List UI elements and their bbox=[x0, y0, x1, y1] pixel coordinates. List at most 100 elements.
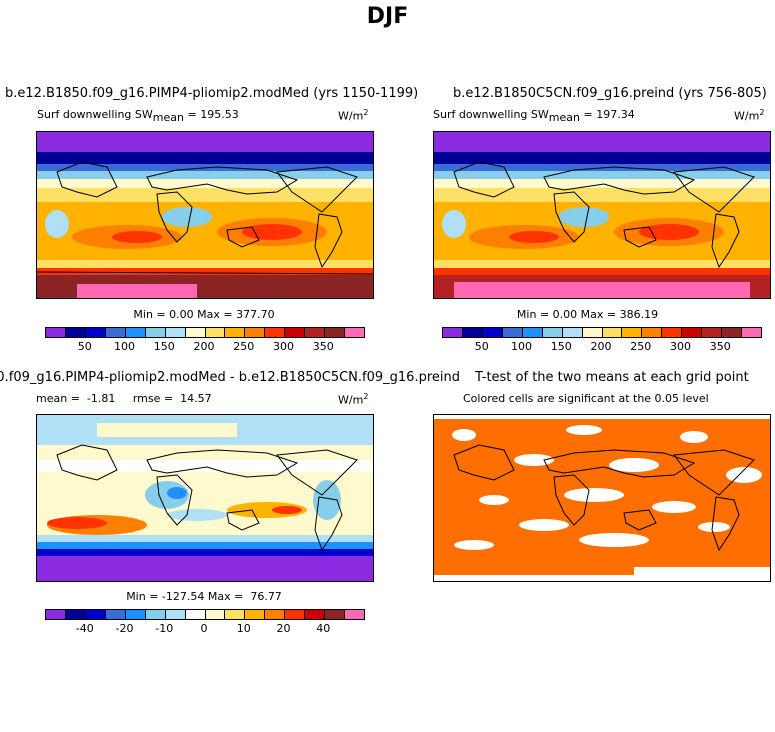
panel1-colorbar-tick-label: 200 bbox=[193, 340, 215, 353]
panel1-colorbar bbox=[45, 327, 365, 338]
panel1-colorbar-swatch bbox=[285, 328, 306, 337]
panel3-minmax: Min = -127.54 Max = 76.77 bbox=[126, 590, 282, 603]
panel1-colorbar-tick-label: 150 bbox=[153, 340, 175, 353]
panel1-mean-value: = 195.53 bbox=[187, 108, 239, 121]
panel2-colorbar-swatch bbox=[722, 328, 743, 337]
panel3-colorbar-swatch bbox=[205, 610, 226, 619]
panel1-colorbar-tick-label: 250 bbox=[233, 340, 255, 353]
panel2-mean-sub: mean bbox=[548, 111, 580, 124]
panel2-colorbar-ticks: 50 100 150 200 250 300 350 bbox=[442, 339, 760, 353]
panel2-colorbar-tick-label: 100 bbox=[511, 340, 532, 353]
panel2-mean-value: = 197.34 bbox=[583, 108, 635, 121]
panel1-title: b.e12.B1850.f09_g16.PIMP4-pliomip2.modMe… bbox=[5, 86, 419, 101]
panel1-colorbar-swatch bbox=[305, 328, 326, 337]
panel3-colorbar-swatch bbox=[165, 610, 186, 619]
panel1-colorbar-tick-label: 350 bbox=[312, 340, 334, 353]
panel2-colorbar-tick-label: 50 bbox=[474, 340, 489, 353]
panel2-units-base: W/m bbox=[734, 109, 760, 123]
panel4-subtitle: Colored cells are significant at the 0.0… bbox=[463, 392, 709, 405]
panel4-title: T-test of the two means at each grid poi… bbox=[475, 370, 749, 385]
panel3-colorbar-tick-label: -20 bbox=[115, 622, 134, 635]
panel1-units-base: W/m bbox=[338, 109, 364, 123]
panel1-colorbar-ticks: 50 100 150 200 250 300 350 bbox=[45, 339, 363, 353]
panel1-minmax: Min = 0.00 Max = 377.70 bbox=[133, 308, 275, 321]
panel4-map-svg bbox=[434, 415, 770, 581]
panel1-colorbar-swatch bbox=[65, 328, 86, 337]
panel3-colorbar-tick-label: 10 bbox=[236, 622, 251, 635]
panel2-map-svg bbox=[434, 132, 770, 298]
panel1-units-exp: 2 bbox=[363, 108, 369, 117]
panel3-colorbar-swatch bbox=[145, 610, 166, 619]
panel2-units: W/m2 bbox=[734, 108, 764, 123]
season-title: DJF bbox=[366, 4, 409, 29]
panel2-colorbar-swatch bbox=[622, 328, 643, 337]
panel2-colorbar-swatch bbox=[562, 328, 583, 337]
panel2-colorbar-swatch bbox=[582, 328, 603, 337]
panel3-colorbar-tick-label: 20 bbox=[276, 622, 291, 635]
panel1-colorbar-tick-label: 50 bbox=[77, 340, 92, 353]
panel3-units-exp: 2 bbox=[363, 392, 369, 401]
panel2-colorbar-swatch bbox=[742, 328, 761, 337]
panel3-colorbar-tick-label: -10 bbox=[155, 622, 174, 635]
panel3-colorbar-swatch bbox=[325, 610, 346, 619]
panel2-var-label: Surf downwelling SW bbox=[433, 108, 549, 121]
panel3-colorbar-swatch bbox=[225, 610, 246, 619]
panel3-colorbar bbox=[45, 609, 365, 620]
panel1-var-label: Surf downwelling SW bbox=[37, 108, 153, 121]
panel2-colorbar-tick-label: 150 bbox=[550, 340, 572, 353]
panel2-title: b.e12.B1850C5CN.f09_g16.preind (yrs 756-… bbox=[453, 86, 767, 101]
panel3-colorbar-swatch bbox=[125, 610, 146, 619]
panel2-colorbar-swatch bbox=[642, 328, 663, 337]
panel1-mean-sub: mean bbox=[152, 111, 184, 124]
panel2-colorbar-swatch bbox=[502, 328, 523, 337]
panel3-units-base: W/m bbox=[338, 393, 364, 407]
panel1-colorbar-swatch bbox=[205, 328, 226, 337]
panel1-colorbar-swatch bbox=[325, 328, 346, 337]
panel1-colorbar-swatch bbox=[265, 328, 286, 337]
panel3-stats: mean = -1.81 rmse = 14.57 bbox=[36, 392, 212, 405]
panel1-map-svg bbox=[37, 132, 373, 298]
panel1-colorbar-tick-label: 300 bbox=[273, 340, 294, 353]
panel1-colorbar-tick-label: 100 bbox=[114, 340, 135, 353]
panel1-colorbar-swatch bbox=[85, 328, 106, 337]
panel3-colorbar-ticks: -40 -20 -10 0 10 20 40 bbox=[45, 621, 363, 635]
panel2-colorbar-swatch bbox=[682, 328, 703, 337]
panel2-colorbar-swatch bbox=[542, 328, 563, 337]
panel2-colorbar-swatch bbox=[662, 328, 683, 337]
panel3-colorbar-swatch bbox=[65, 610, 86, 619]
panel1-colorbar-swatch bbox=[185, 328, 206, 337]
panel3-map bbox=[36, 414, 374, 582]
panel2-colorbar-swatch bbox=[482, 328, 503, 337]
panel1-units: W/m2 bbox=[338, 108, 368, 123]
panel1-colorbar-swatch bbox=[46, 328, 66, 337]
panel1-colorbar-swatch bbox=[225, 328, 246, 337]
panel3-colorbar-swatch bbox=[285, 610, 306, 619]
panel3-colorbar-swatch bbox=[105, 610, 126, 619]
panel2-colorbar-swatch bbox=[602, 328, 623, 337]
panel1-colorbar-swatch bbox=[145, 328, 166, 337]
panel3-colorbar-swatch bbox=[85, 610, 106, 619]
panel3-colorbar-swatch bbox=[185, 610, 206, 619]
panel3-colorbar-tick-label: -40 bbox=[75, 622, 94, 635]
panel2-colorbar-tick-label: 200 bbox=[590, 340, 612, 353]
panel2-colorbar-swatch bbox=[443, 328, 463, 337]
panel1-colorbar-swatch bbox=[245, 328, 266, 337]
panel2-colorbar-swatch bbox=[522, 328, 543, 337]
panel2-subtitle: Surf downwelling SWmean = 197.34 bbox=[433, 108, 635, 124]
panel2-colorbar-tick-label: 250 bbox=[630, 340, 652, 353]
panel2-colorbar-swatch bbox=[462, 328, 483, 337]
panel4-map bbox=[433, 414, 771, 582]
panel3-colorbar-tick-label: 0 bbox=[200, 622, 208, 635]
panel3-title-text: 350.f09_g16.PIMP4-pliomip2.modMed - b.e1… bbox=[0, 370, 460, 385]
panel1-subtitle: Surf downwelling SWmean = 195.53 bbox=[37, 108, 239, 124]
panel3-colorbar-swatch bbox=[245, 610, 266, 619]
panel1-colorbar-swatch bbox=[105, 328, 126, 337]
panel3-colorbar-tick-label: 40 bbox=[316, 622, 331, 635]
panel1-colorbar-swatch bbox=[125, 328, 146, 337]
panel2-colorbar-tick-label: 350 bbox=[709, 340, 731, 353]
panel3-colorbar-swatch bbox=[345, 610, 364, 619]
panel2-colorbar bbox=[442, 327, 762, 338]
panel1-colorbar-swatch bbox=[345, 328, 364, 337]
panel1-colorbar-swatch bbox=[165, 328, 186, 337]
panel3-colorbar-swatch bbox=[305, 610, 326, 619]
